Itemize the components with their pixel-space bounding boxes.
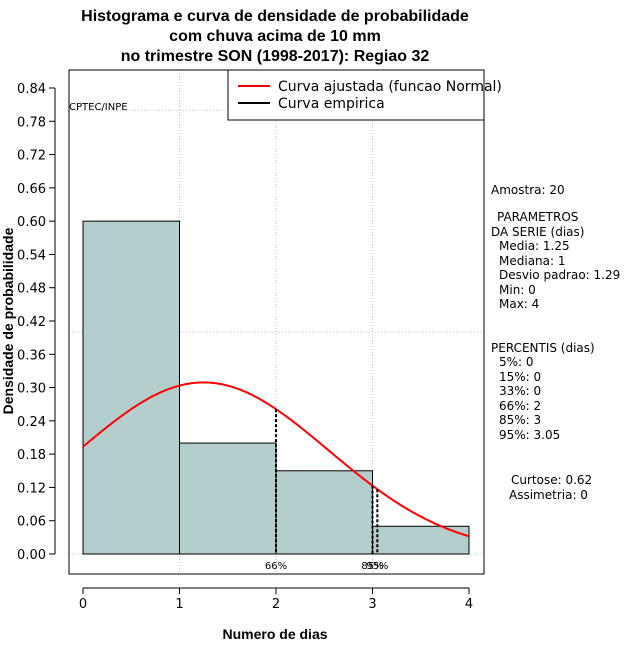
y-tick-label: 0.78 (17, 115, 46, 130)
y-tick-label: 0.66 (17, 182, 46, 197)
x-axis-label: Numero de dias (222, 626, 327, 642)
percentile-66: 66%: 2 (499, 399, 541, 413)
cptec-annotation: CPTEC/INPE (69, 102, 128, 113)
legend-label-normal: Curva ajustada (funcao Normal) (278, 79, 502, 95)
percentile-15: 15%: 0 (499, 370, 541, 384)
y-tick-label: 0.30 (17, 382, 46, 397)
sample-size: Amostra: 20 (491, 183, 565, 197)
y-tick-label: 0.60 (17, 215, 46, 230)
percentile-85: 85%: 3 (499, 413, 541, 427)
legend-box (227, 69, 485, 121)
percentile-5: 5%: 0 (499, 355, 534, 369)
histogram-bars (82, 220, 470, 555)
y-tick-label: 0.84 (17, 82, 46, 97)
stat-min: Min: 0 (499, 283, 536, 297)
y-tick-label: 0.36 (17, 348, 46, 363)
percentile-marker-label: 66% (265, 561, 287, 572)
histogram-bar (275, 470, 373, 555)
stat-std-dev: Desvio padrao: 1.29 (499, 268, 620, 282)
y-tick-label: 0.42 (17, 315, 46, 330)
percentile-marker-label: 95% (366, 561, 388, 572)
normal-curve-line (82, 381, 470, 538)
parameters-subtitle: DA SERIE (dias) (491, 225, 584, 239)
y-tick-label: 0.18 (17, 448, 46, 463)
chart-title-line-1: Histograma e curva de densidade de proba… (81, 8, 469, 25)
skewness: Assimetria: 0 (509, 488, 588, 502)
y-axis-label: Densidade de probabilidade (0, 227, 16, 414)
curves (82, 381, 470, 538)
chart-title-line-2: com chuva acima de 10 mm (169, 28, 381, 45)
x-tick-label: 3 (368, 597, 376, 612)
percentile-33: 33%: 0 (499, 384, 541, 398)
stat-mean: Media: 1.25 (499, 239, 570, 253)
y-axis-ticks: 0.00 0.06 0.12 0.18 0.24 0.30 0.36 0.42 0.48 0.54… (17, 82, 55, 563)
y-tick-label: 0.12 (17, 481, 46, 496)
y-tick-label: 0.06 (17, 515, 46, 530)
y-tick-label: 0.00 (17, 548, 46, 563)
x-axis-ticks: 0 1 2 3 4 (79, 588, 473, 612)
y-tick-label: 0.54 (17, 248, 46, 263)
x-tick-label: 0 (79, 597, 87, 612)
stat-median: Mediana: 1 (499, 254, 566, 268)
y-tick-label: 0.48 (17, 282, 46, 297)
y-tick-label: 0.72 (17, 149, 46, 164)
x-tick-label: 2 (272, 597, 280, 612)
histogram-bar (372, 525, 470, 555)
histogram-bar (82, 220, 180, 555)
legend-label-empirical: Curva empirica (278, 96, 385, 112)
statistics-panel: Amostra: 20 PARAMETROS DA SERIE (dias) M… (491, 183, 620, 502)
parameters-title: PARAMETROS (497, 210, 578, 224)
kurtosis: Curtose: 0.62 (511, 473, 592, 487)
x-tick-label: 1 (175, 597, 183, 612)
percentiles-title: PERCENTIS (dias) (491, 341, 595, 355)
chart-title-line-3: no trimestre SON (1998-2017): Regiao 32 (121, 48, 430, 65)
x-tick-label: 4 (465, 597, 473, 612)
stat-max: Max: 4 (499, 297, 539, 311)
percentile-markers: 66% 85%95% (265, 409, 388, 572)
percentile-95: 95%: 3.05 (499, 428, 560, 442)
y-tick-label: 0.24 (17, 415, 46, 430)
legend: Curva ajustada (funcao Normal) Curva emp… (227, 69, 502, 121)
percentile-marker-label: 85% (361, 561, 383, 572)
histogram-bar (179, 442, 277, 555)
